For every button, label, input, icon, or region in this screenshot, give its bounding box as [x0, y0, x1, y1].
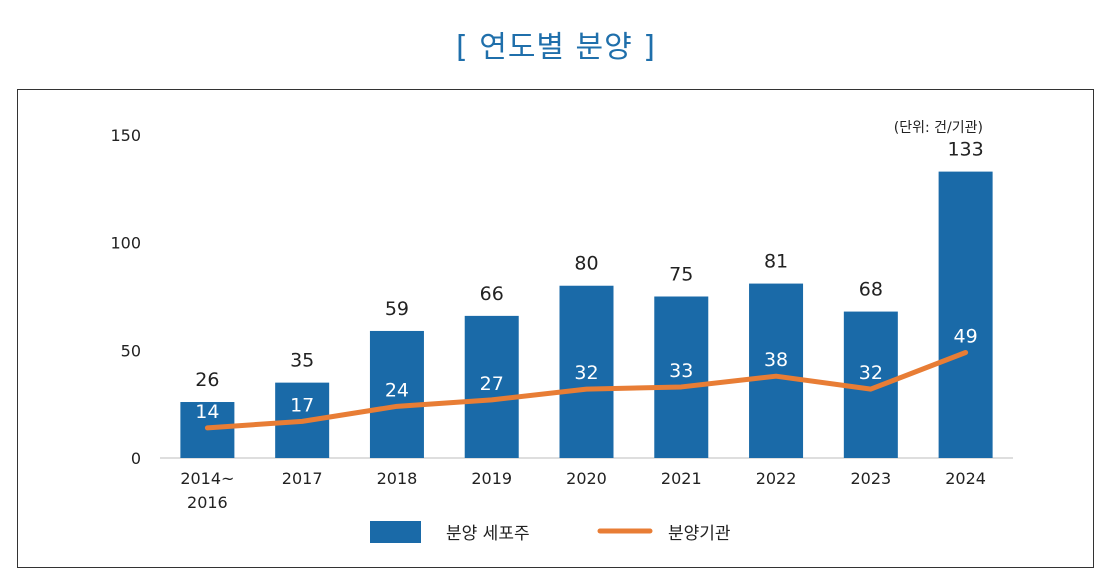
line-series	[204, 349, 969, 431]
line-value-label: 33	[669, 360, 693, 382]
bar-value-labels: 26 35 59 66 80 75 81 68 133	[195, 139, 983, 391]
unit-note: (단위: 건/기관)	[894, 120, 983, 136]
legend-bar-swatch	[370, 521, 421, 543]
y-tick-label: 100	[110, 234, 141, 253]
x-tick-label: 2020	[566, 469, 607, 488]
x-tick-label: 2014~	[180, 469, 234, 488]
line-value-labels: 14 17 24 27 32 33 38 32 49	[195, 325, 977, 422]
bar	[559, 285, 614, 458]
line-value-label: 14	[195, 401, 219, 423]
bar-value-label: 26	[195, 369, 219, 391]
bar	[654, 296, 709, 458]
y-tick-label: 150	[110, 126, 141, 145]
x-tick-labels: 2014~ 2016 2017 2018 2019 2020 2021 2022 2023 202…	[180, 469, 986, 512]
legend-bar-label: 분양 세포주	[446, 524, 530, 544]
bar-value-label: 66	[480, 283, 504, 305]
y-tick-labels: 0 50 100 150	[110, 126, 141, 468]
chart-title: [ 연도별 분양 ]	[455, 30, 657, 65]
line-value-label: 17	[290, 394, 314, 416]
x-tick-label: 2016	[187, 493, 228, 512]
x-tick-label: 2022	[756, 469, 797, 488]
x-tick-label: 2023	[850, 469, 891, 488]
legend-line-label: 분양기관	[668, 524, 731, 544]
bar-value-label: 59	[385, 298, 409, 320]
line-value-label: 32	[574, 362, 598, 384]
line-value-label: 49	[954, 325, 978, 347]
bar	[938, 171, 993, 458]
x-tick-label: 2019	[471, 469, 512, 488]
bar-value-label: 133	[947, 139, 983, 161]
bar-value-label: 35	[290, 350, 314, 372]
bar	[464, 315, 519, 458]
y-tick-label: 0	[131, 449, 141, 468]
bar-value-label: 75	[669, 264, 693, 286]
bar	[369, 330, 424, 458]
line-value-label: 38	[764, 349, 788, 371]
x-tick-label: 2024	[945, 469, 986, 488]
line-value-label: 32	[859, 362, 883, 384]
bar-value-label: 68	[859, 279, 883, 301]
line-value-label: 24	[385, 379, 409, 401]
legend: 분양 세포주 분양기관	[370, 521, 731, 544]
line-value-label: 27	[480, 373, 504, 395]
x-tick-label: 2017	[282, 469, 323, 488]
x-tick-label: 2021	[661, 469, 702, 488]
bar-series	[180, 171, 993, 458]
chart-frame	[17, 89, 1094, 568]
y-tick-label: 50	[121, 341, 141, 360]
x-tick-label: 2018	[377, 469, 418, 488]
bar	[749, 283, 804, 458]
bar-value-label: 81	[764, 251, 788, 273]
bar-value-label: 80	[574, 253, 598, 275]
